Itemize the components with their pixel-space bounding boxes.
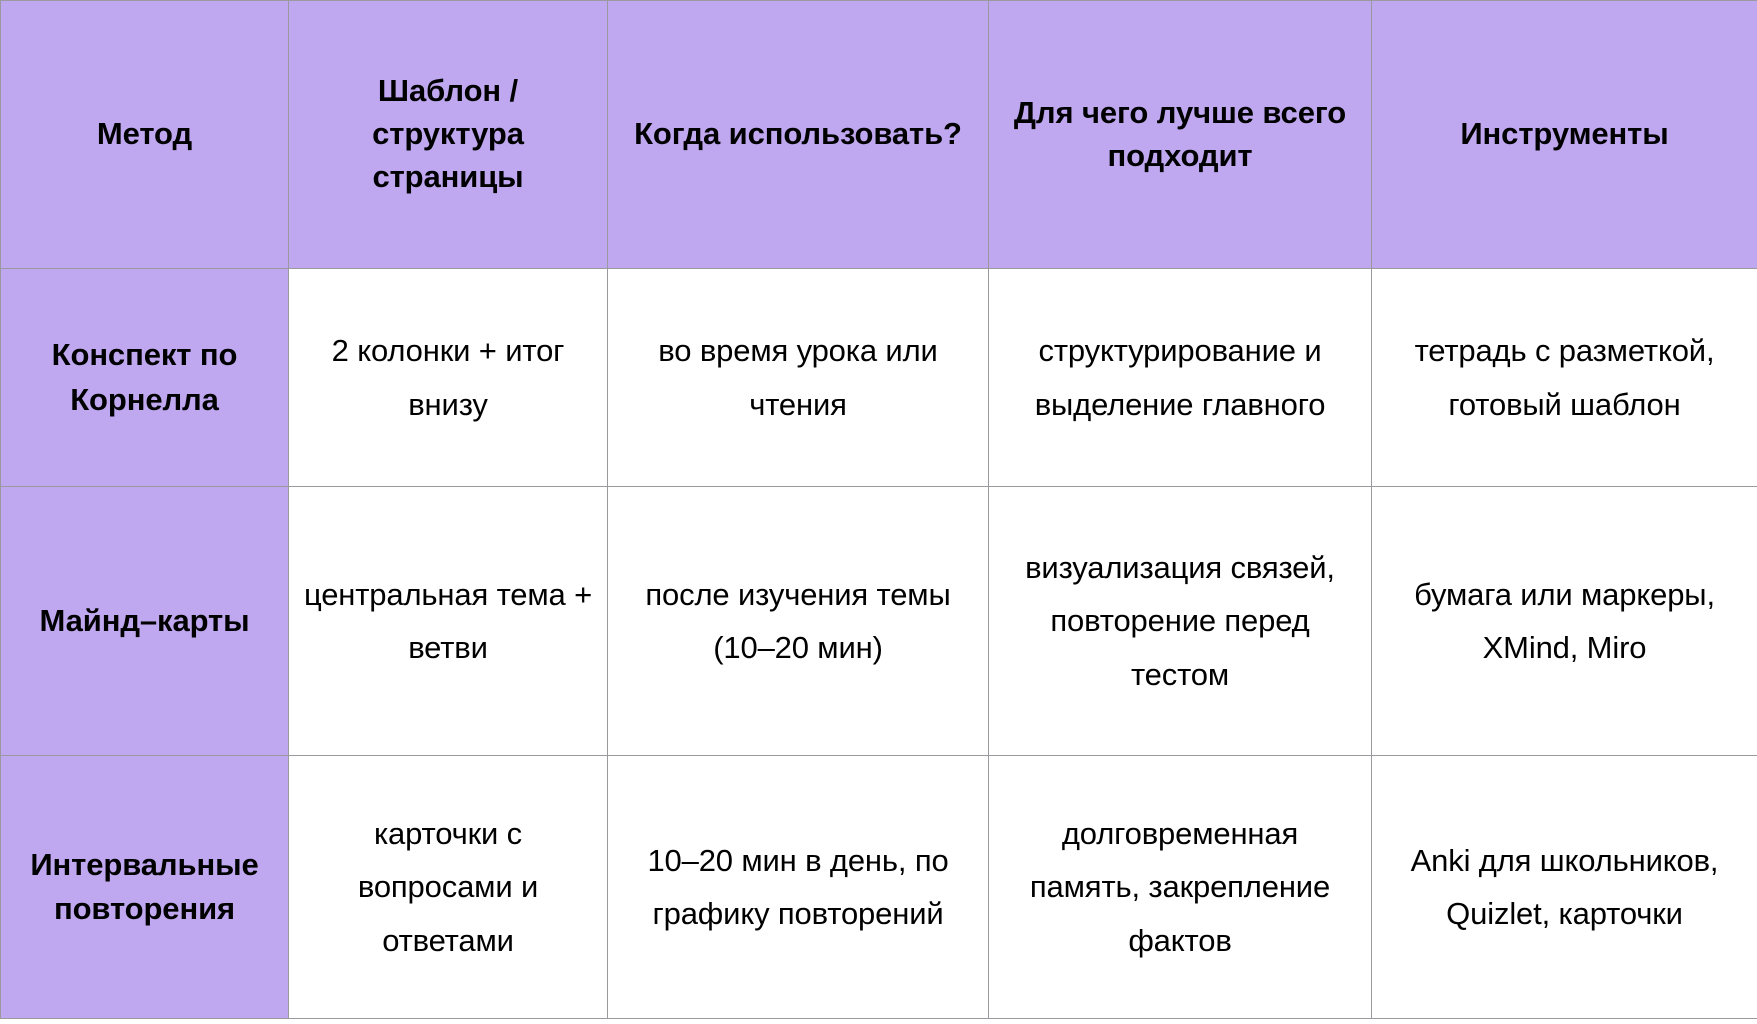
table-header-row: Метод Шаблон / структура страницы Когда … (0, 0, 1757, 269)
row-method-name: Интервальные повторения (0, 755, 289, 1019)
table-row: Майнд–карты центральная тема + ветви пос… (0, 486, 1757, 756)
cell-text: 2 колонки + итог внизу (331, 333, 565, 422)
cell-text: структурирование и выделение главного (1034, 333, 1326, 422)
row-when: во время урока или чтения (607, 268, 989, 487)
cell-text: во время урока или чтения (658, 333, 938, 422)
table-header: Метод Шаблон / структура страницы Когда … (0, 0, 1757, 269)
cell-text: тетрадь с разметкой, готовый шаблон (1414, 333, 1715, 422)
row-method-name: Конспект по Корнелла (0, 268, 289, 487)
cell-text: Майнд–карты (39, 602, 250, 638)
row-template: карточки с вопросами и ответами (288, 755, 608, 1019)
cell-text: бумага или маркеры, XMind, Miro (1414, 576, 1715, 665)
cell-text: Конспект по Корнелла (51, 337, 238, 417)
row-bestfor: структурирование и выделение главного (988, 268, 1372, 487)
table-row: Интервальные повторения карточки с вопро… (0, 755, 1757, 1019)
cell-text: Anki для школьников, Quizlet, карточки (1410, 842, 1719, 931)
column-header-method-label: Метод (96, 116, 193, 152)
column-header-bestfor: Для чего лучше всего подходит (988, 0, 1372, 269)
cell-text: Интервальные повторения (30, 846, 259, 926)
row-tools: Anki для школьников, Quizlet, карточки (1371, 755, 1757, 1019)
row-bestfor: долговременная память, закрепление факто… (988, 755, 1372, 1019)
row-method-name: Майнд–карты (0, 486, 289, 756)
cell-text: долговременная память, закрепление факто… (1029, 816, 1331, 958)
table-body: Конспект по Корнелла 2 колонки + итог вн… (0, 268, 1757, 1019)
column-header-template: Шаблон / структура страницы (288, 0, 608, 269)
cell-text: визуализация связей, повторение перед те… (1025, 550, 1335, 692)
column-header-bestfor-label: Для чего лучше всего подходит (1013, 94, 1347, 173)
row-template: центральная тема + ветви (288, 486, 608, 756)
column-header-when-label: Когда использовать? (634, 116, 962, 152)
row-when: 10–20 мин в день, по графику повторений (607, 755, 989, 1019)
column-header-method: Метод (0, 0, 289, 269)
column-header-template-label: Шаблон / структура страницы (372, 73, 524, 194)
cell-text: 10–20 мин в день, по графику повторений (647, 842, 949, 931)
column-header-tools-label: Инструменты (1460, 116, 1669, 152)
row-bestfor: визуализация связей, повторение перед те… (988, 486, 1372, 756)
row-tools: бумага или маркеры, XMind, Miro (1371, 486, 1757, 756)
row-tools: тетрадь с разметкой, готовый шаблон (1371, 268, 1757, 487)
row-template: 2 колонки + итог внизу (288, 268, 608, 487)
table-row: Конспект по Корнелла 2 колонки + итог вн… (0, 268, 1757, 487)
cell-text: карточки с вопросами и ответами (357, 816, 539, 958)
cell-text: после изучения темы (10–20 мин) (645, 576, 951, 665)
row-when: после изучения темы (10–20 мин) (607, 486, 989, 756)
column-header-tools: Инструменты (1371, 0, 1757, 269)
cell-text: центральная тема + ветви (303, 576, 593, 665)
column-header-when: Когда использовать? (607, 0, 989, 269)
